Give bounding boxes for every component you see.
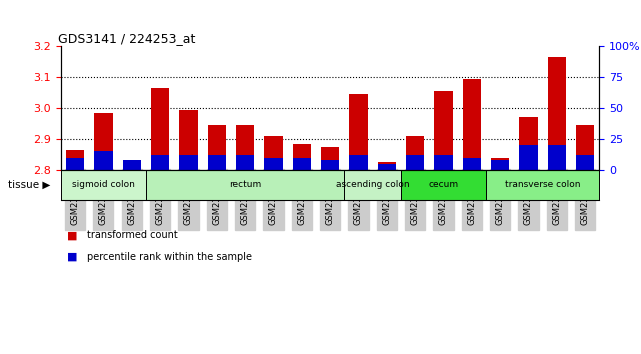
Bar: [547, 57, 566, 170]
Bar: [66, 150, 84, 170]
Bar: [519, 117, 538, 170]
Bar: [208, 155, 226, 170]
Bar: [321, 147, 339, 170]
Text: percentile rank within the sample: percentile rank within the sample: [87, 252, 251, 262]
Bar: [94, 152, 113, 170]
Bar: [264, 158, 283, 170]
Bar: [208, 125, 226, 170]
Bar: [519, 145, 538, 170]
Bar: [122, 160, 141, 170]
Bar: [146, 170, 344, 200]
Bar: [491, 160, 510, 170]
Bar: [378, 164, 396, 170]
Bar: [321, 160, 339, 170]
Bar: [151, 155, 169, 170]
Bar: [401, 170, 486, 200]
Bar: [236, 155, 254, 170]
Bar: [576, 155, 594, 170]
Text: sigmoid colon: sigmoid colon: [72, 181, 135, 189]
Bar: [576, 125, 594, 170]
Text: transverse colon: transverse colon: [505, 181, 580, 189]
Text: rectum: rectum: [229, 181, 262, 189]
Bar: [434, 91, 453, 170]
Bar: [463, 79, 481, 170]
Text: ■: ■: [67, 230, 78, 240]
Bar: [61, 170, 146, 200]
Bar: [434, 155, 453, 170]
Bar: [292, 158, 311, 170]
Bar: [344, 170, 401, 200]
Bar: [378, 162, 396, 170]
Bar: [406, 155, 424, 170]
Bar: [122, 163, 141, 170]
Bar: [292, 144, 311, 170]
Bar: [151, 88, 169, 170]
Bar: [236, 125, 254, 170]
Bar: [349, 155, 368, 170]
Bar: [406, 136, 424, 170]
Bar: [264, 136, 283, 170]
Bar: [463, 158, 481, 170]
Bar: [486, 170, 599, 200]
Bar: [547, 145, 566, 170]
Text: ■: ■: [67, 252, 78, 262]
Bar: [66, 158, 84, 170]
Text: ascending colon: ascending colon: [336, 181, 410, 189]
Text: transformed count: transformed count: [87, 230, 178, 240]
Bar: [349, 94, 368, 170]
Text: cecum: cecum: [428, 181, 458, 189]
Bar: [491, 158, 510, 170]
Bar: [94, 113, 113, 170]
Text: tissue ▶: tissue ▶: [8, 180, 50, 190]
Bar: [179, 155, 197, 170]
Text: GDS3141 / 224253_at: GDS3141 / 224253_at: [58, 32, 196, 45]
Bar: [179, 109, 197, 170]
